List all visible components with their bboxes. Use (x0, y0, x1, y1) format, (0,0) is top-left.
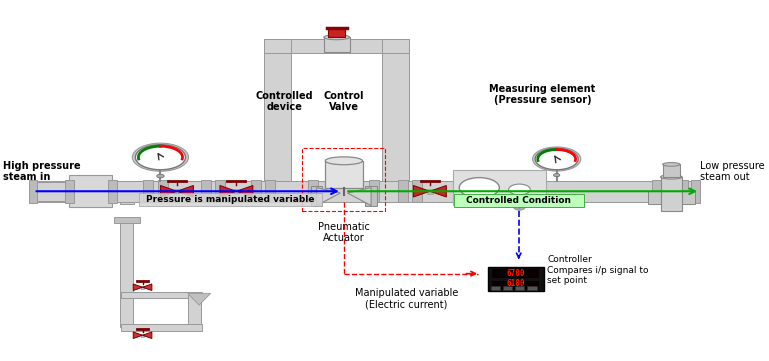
Bar (328, 28, 345, 37)
Bar (492, 269, 540, 278)
Bar (141, 286, 145, 289)
Bar (528, 286, 537, 290)
Polygon shape (348, 188, 371, 205)
Bar (264, 46, 291, 181)
Bar (215, 180, 225, 203)
Bar (65, 180, 74, 203)
Polygon shape (430, 186, 446, 197)
Bar (398, 180, 408, 203)
Polygon shape (161, 186, 177, 197)
Bar (143, 180, 153, 203)
Bar (679, 180, 688, 203)
Bar (515, 286, 524, 290)
Bar (488, 267, 544, 291)
Text: Low pressure
steam out: Low pressure steam out (700, 161, 764, 182)
Bar (663, 164, 680, 177)
Polygon shape (133, 332, 142, 339)
Bar (365, 186, 377, 205)
Bar (141, 334, 145, 337)
Ellipse shape (663, 162, 680, 166)
Bar (201, 180, 211, 203)
Bar (264, 39, 409, 53)
Bar (691, 180, 700, 203)
Bar (188, 295, 201, 327)
Circle shape (135, 145, 185, 170)
Polygon shape (177, 186, 194, 197)
Bar (453, 170, 546, 205)
Bar (112, 181, 700, 202)
Circle shape (157, 174, 165, 178)
Text: Controlled
device: Controlled device (255, 91, 313, 113)
Polygon shape (220, 186, 236, 197)
Bar (120, 202, 134, 204)
Bar (264, 39, 291, 53)
Bar (121, 292, 202, 298)
Bar (325, 161, 362, 188)
Circle shape (533, 147, 581, 171)
Polygon shape (142, 284, 151, 291)
Text: Measuring element
(Pressure sensor): Measuring element (Pressure sensor) (489, 84, 595, 105)
Bar (28, 180, 37, 203)
Text: 6700: 6700 (507, 269, 525, 278)
FancyBboxPatch shape (454, 194, 584, 206)
Polygon shape (414, 186, 430, 197)
Circle shape (132, 143, 188, 171)
Text: Controller
Compares i/p signal to
set point: Controller Compares i/p signal to set po… (548, 255, 649, 285)
Bar (682, 191, 695, 204)
Bar (158, 180, 168, 203)
Bar (382, 46, 409, 181)
Bar (491, 286, 500, 290)
Text: Manipulated variable
(Electric current): Manipulated variable (Electric current) (355, 288, 458, 309)
Bar (427, 189, 433, 194)
Polygon shape (188, 293, 211, 305)
Bar (265, 180, 275, 203)
Bar (30, 182, 95, 201)
Bar (503, 286, 512, 290)
Bar (69, 175, 112, 207)
Circle shape (508, 184, 530, 195)
Circle shape (514, 204, 525, 210)
Bar (308, 180, 318, 203)
Bar (30, 181, 700, 202)
Text: 6100: 6100 (507, 279, 525, 288)
Bar (174, 189, 180, 194)
Circle shape (535, 148, 578, 170)
Ellipse shape (324, 35, 350, 40)
Text: Control
Valve: Control Valve (324, 91, 365, 113)
Bar (492, 282, 540, 290)
Bar (311, 186, 322, 205)
Bar (647, 191, 661, 204)
Bar (324, 37, 350, 52)
Ellipse shape (661, 175, 682, 179)
Bar (652, 180, 661, 203)
Bar (412, 180, 422, 203)
Bar (369, 180, 379, 203)
Bar (121, 324, 202, 331)
Bar (120, 223, 133, 327)
Bar (234, 189, 239, 194)
Polygon shape (317, 188, 341, 205)
Circle shape (554, 174, 560, 177)
Bar (382, 39, 409, 53)
Bar (661, 177, 682, 211)
Bar (302, 148, 385, 211)
Polygon shape (142, 332, 151, 339)
Ellipse shape (325, 157, 362, 165)
Circle shape (459, 178, 499, 198)
Text: Controlled Condition: Controlled Condition (466, 196, 571, 205)
Polygon shape (236, 186, 253, 197)
Bar (108, 180, 117, 203)
Bar (251, 180, 261, 203)
Bar (114, 217, 140, 223)
Text: Pneumatic
Actuator: Pneumatic Actuator (318, 222, 370, 243)
Polygon shape (133, 284, 142, 291)
Text: Pressure is manipulated variable: Pressure is manipulated variable (146, 195, 315, 204)
FancyBboxPatch shape (139, 193, 322, 206)
Text: High pressure
steam in: High pressure steam in (3, 161, 81, 182)
